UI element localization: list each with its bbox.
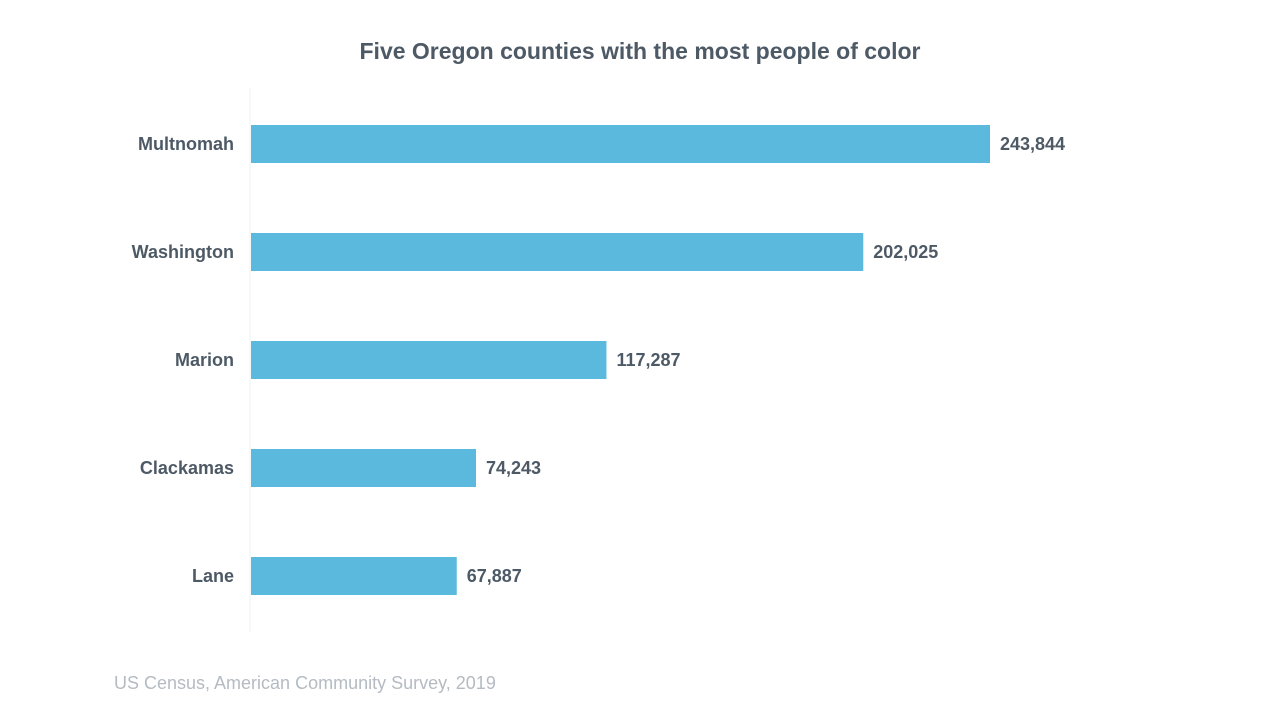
value-label-clackamas: 74,243 [486, 458, 541, 478]
bar-multnomah [251, 125, 990, 163]
chart-title: Five Oregon counties with the most peopl… [359, 38, 921, 64]
bar-marion [251, 341, 607, 379]
value-label-lane: 67,887 [467, 566, 522, 586]
value-label-multnomah: 243,844 [1000, 134, 1065, 154]
bar-washington [251, 233, 864, 271]
category-label-multnomah: Multnomah [138, 134, 234, 154]
category-label-lane: Lane [192, 566, 234, 586]
value-label-washington: 202,025 [873, 242, 938, 262]
value-label-marion: 117,287 [616, 350, 680, 370]
category-label-marion: Marion [175, 350, 234, 370]
category-label-clackamas: Clackamas [140, 458, 234, 478]
bars-layer: Multnomah 243,844 Washington 202,025 Marion 1… [132, 125, 1065, 595]
source-note: US Census, American Community Survey, 20… [114, 673, 496, 693]
bar-lane [251, 557, 457, 595]
bar-clackamas [251, 449, 477, 487]
category-label-washington: Washington [132, 242, 234, 262]
